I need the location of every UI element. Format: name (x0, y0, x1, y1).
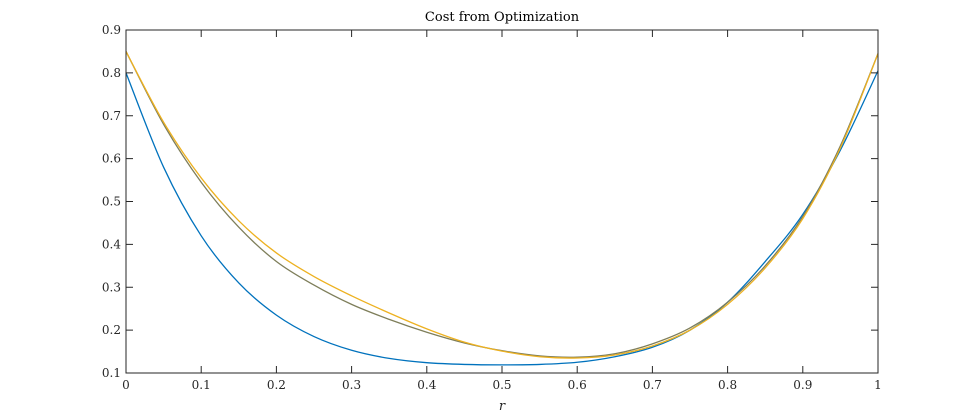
y-tick-label: 0.1 (102, 366, 121, 380)
series-line-3 (125, 51, 879, 359)
x-axis-label: r (499, 399, 506, 414)
chart-title: Cost from Optimization (425, 10, 580, 25)
y-tick-label: 0.9 (102, 23, 121, 37)
x-tick-label: 0 (122, 378, 130, 392)
x-tick-label: 0.2 (267, 378, 286, 392)
y-tick-label: 0.2 (102, 323, 121, 337)
x-tick-label: 0.5 (492, 378, 511, 392)
x-tick-label: 1 (874, 378, 882, 392)
axes-box (125, 29, 879, 374)
y-tick-label: 0.4 (102, 237, 121, 251)
y-tick-label: 0.5 (102, 195, 121, 209)
x-tick-label: 0.9 (793, 378, 812, 392)
plot-area: 0 0.1 0.2 0.3 0.4 0.5 0.6 0.7 0.8 0.9 10.10.20.30.… (102, 23, 882, 392)
x-tick-label: 0.7 (643, 378, 662, 392)
x-tick-label: 0.4 (417, 378, 436, 392)
x-tick-label: 0.1 (192, 378, 211, 392)
y-tick-label: 0.8 (102, 66, 121, 80)
x-tick-label: 0.6 (568, 378, 587, 392)
y-tick-label: 0.6 (102, 152, 121, 166)
series-line-1 (125, 70, 879, 366)
x-tick-label: 0.8 (718, 378, 737, 392)
x-tick-label: 0.3 (342, 378, 361, 392)
y-tick-label: 0.7 (102, 109, 121, 123)
series-line-2 (125, 51, 879, 358)
y-tick-label: 0.3 (102, 280, 121, 294)
